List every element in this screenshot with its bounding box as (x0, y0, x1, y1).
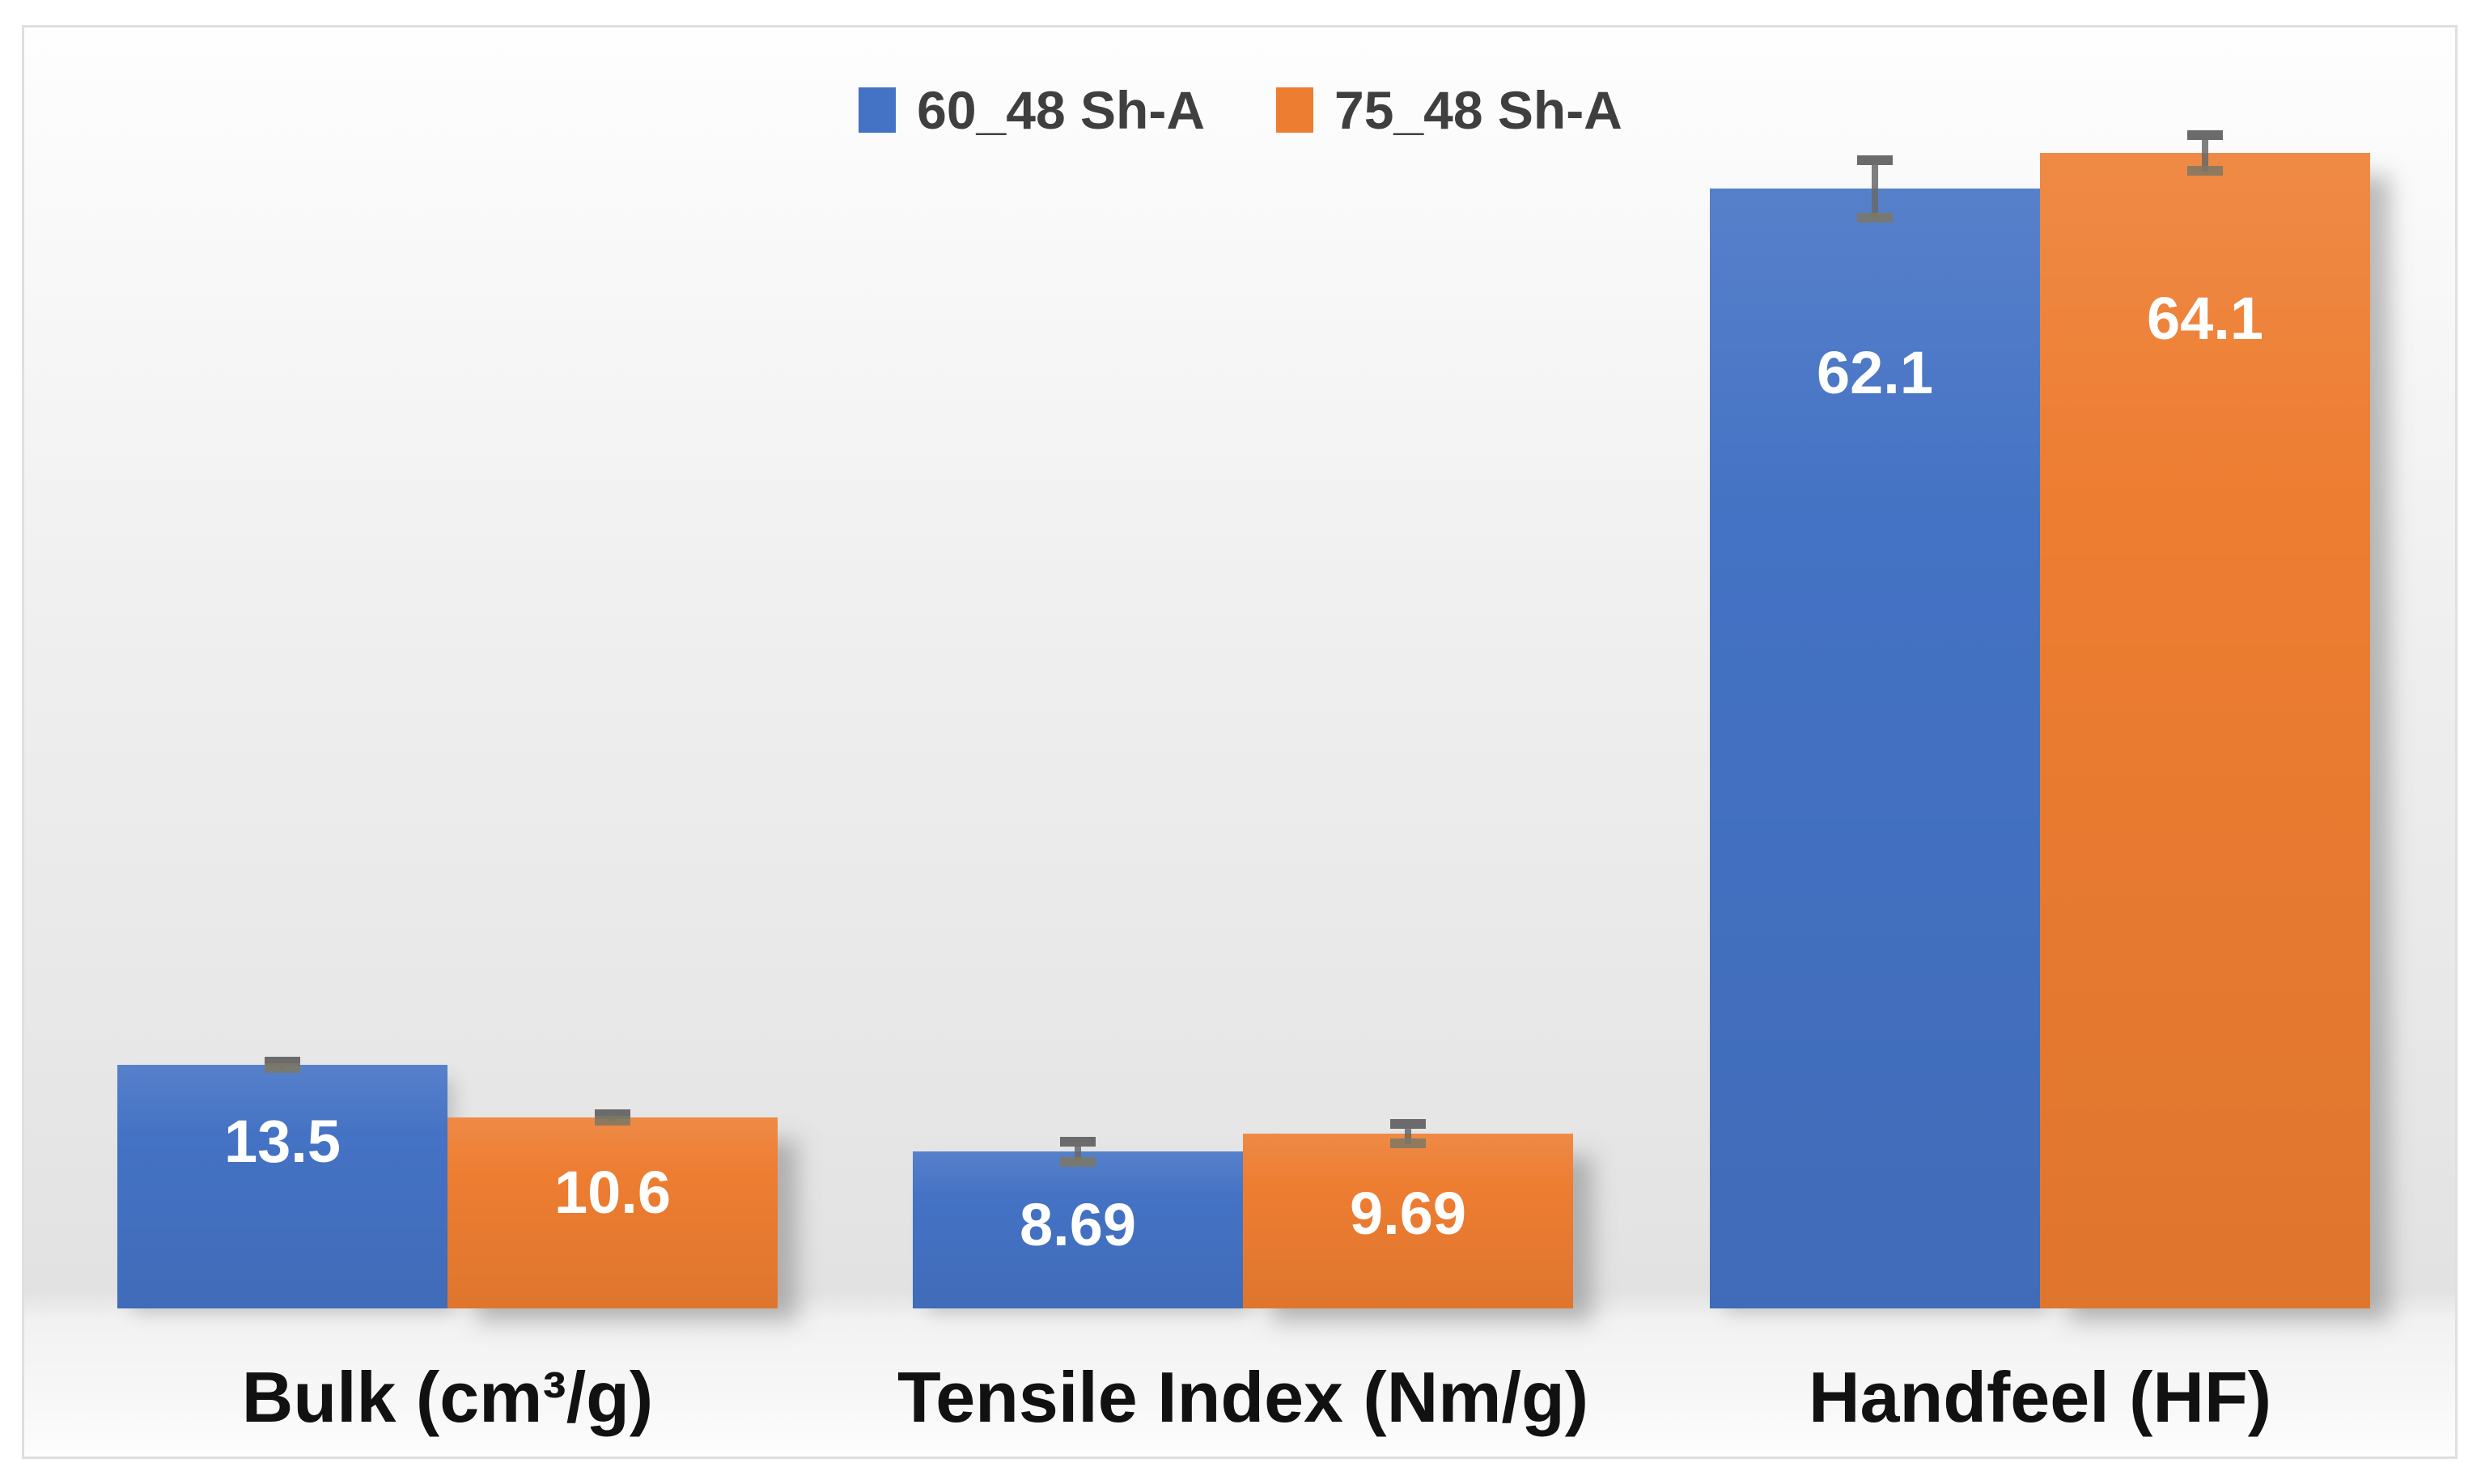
category-label-bulk-cm-g: Bulk (cm³/g) (241, 1357, 654, 1437)
bar-shading (913, 1151, 1243, 1308)
bar-60-48-sh-a-bulk-cm-g: 13.5 (117, 1065, 447, 1308)
value-label-60-48-sh-a-tensile-index-nm-g: 8.69 (1019, 1191, 1137, 1259)
bar-75-48-sh-a-bulk-cm-g: 10.6 (447, 1117, 778, 1308)
bar-shading (1710, 189, 2040, 1308)
bar-75-48-sh-a-handfeel-hf: 64.1 (2040, 152, 2370, 1308)
bar-60-48-sh-a-tensile-index-nm-g: 8.69 (913, 1151, 1243, 1308)
value-label-75-48-sh-a-bulk-cm-g: 10.6 (553, 1158, 672, 1226)
bar-75-48-sh-a-tensile-index-nm-g: 9.69 (1243, 1134, 1573, 1308)
value-label-60-48-sh-a-bulk-cm-g: 13.5 (223, 1108, 341, 1176)
value-label-75-48-sh-a-handfeel-hf: 64.1 (2146, 284, 2264, 352)
bar-shading (447, 1117, 778, 1308)
bar-shading (117, 1065, 447, 1308)
value-label-75-48-sh-a-tensile-index-nm-g: 9.69 (1349, 1180, 1467, 1248)
category-label-tensile-index-nm-g: Tensile Index (Nm/g) (897, 1357, 1589, 1437)
bar-60-48-sh-a-handfeel-hf: 62.1 (1710, 189, 2040, 1308)
bar-shading (1243, 1134, 1573, 1308)
value-label-60-48-sh-a-handfeel-hf: 62.1 (1816, 339, 1934, 407)
category-label-handfeel-hf: Handfeel (HF) (1809, 1357, 2271, 1437)
bar-shading (2040, 152, 2370, 1308)
